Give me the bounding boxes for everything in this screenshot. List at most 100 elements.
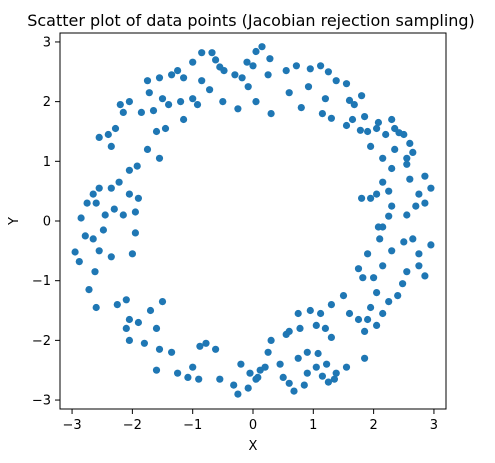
data-point [400,238,407,245]
data-point [198,49,205,56]
data-point [325,68,332,75]
data-point [328,301,335,308]
data-point [96,247,103,254]
data-point [126,98,133,105]
data-point [319,110,326,117]
data-point [427,185,434,192]
x-axis-label: X [249,439,258,454]
data-point [132,208,139,215]
data-point [355,316,362,323]
data-point [134,163,141,170]
data-point [364,316,371,323]
data-point [361,328,368,335]
data-point [237,361,244,368]
y-tick-label: 0 [43,215,51,230]
y-axis-label: Y [7,217,22,226]
data-point [144,146,151,153]
data-point [357,127,364,134]
data-point [379,155,386,162]
data-point [391,146,398,153]
data-point [265,349,272,356]
data-point [180,74,187,81]
data-point [258,43,265,50]
data-point [313,364,320,371]
data-point [82,232,89,239]
data-point [102,211,109,218]
data-point [298,104,305,111]
data-point [246,370,253,377]
data-point [100,226,107,233]
data-point [301,382,308,389]
data-point [132,229,139,236]
data-point [375,223,382,230]
data-point [295,355,302,362]
data-point [90,191,97,198]
y-tick-label: −1 [32,274,51,289]
data-point [349,116,356,123]
data-point [123,325,130,332]
data-point [421,200,428,207]
data-point [96,134,103,141]
x-tick-label: −2 [123,418,142,433]
data-point [283,67,290,74]
data-point [189,59,196,66]
data-point [159,95,166,102]
data-point [144,77,151,84]
data-point [286,380,293,387]
y-tick-label: 2 [43,95,51,110]
data-point [323,361,330,368]
data-point [373,191,380,198]
x-tick-label: 3 [430,418,438,433]
data-point [277,361,284,368]
data-point [340,292,347,299]
data-point [268,337,275,344]
data-point [379,179,386,186]
data-point [382,131,389,138]
data-point [108,253,115,260]
data-point [315,350,322,357]
data-point [385,298,392,305]
data-point [156,346,163,353]
data-point [220,67,227,74]
data-point [184,374,191,381]
data-point [146,89,153,96]
data-point [421,272,428,279]
data-point [266,55,273,62]
data-point [219,98,226,105]
data-point [196,343,203,350]
data-point [93,200,100,207]
data-point [138,109,145,116]
data-point [361,113,368,120]
data-point [295,310,302,317]
data-point [322,325,329,332]
data-point [361,355,368,362]
data-point [268,110,275,117]
data-point [290,388,297,395]
data-point [343,122,350,129]
data-point [412,203,419,210]
data-point [208,49,215,56]
data-point [135,195,142,202]
x-tick-label: 2 [369,418,377,433]
data-point [108,143,115,150]
data-point [93,304,100,311]
data-point [421,173,428,180]
data-point [194,101,201,108]
data-point [195,376,202,383]
data-point [91,268,98,275]
data-point [198,77,205,84]
data-point [239,74,246,81]
data-point [177,98,184,105]
data-point [427,241,434,248]
y-tick-label: 1 [43,155,51,170]
data-point [399,280,406,287]
data-point [409,235,416,242]
x-tick-label: 1 [309,418,317,433]
data-point [202,340,209,347]
data-point [403,211,410,218]
data-point [367,304,374,311]
data-point [230,382,237,389]
data-point [317,310,324,317]
data-point [141,340,148,347]
